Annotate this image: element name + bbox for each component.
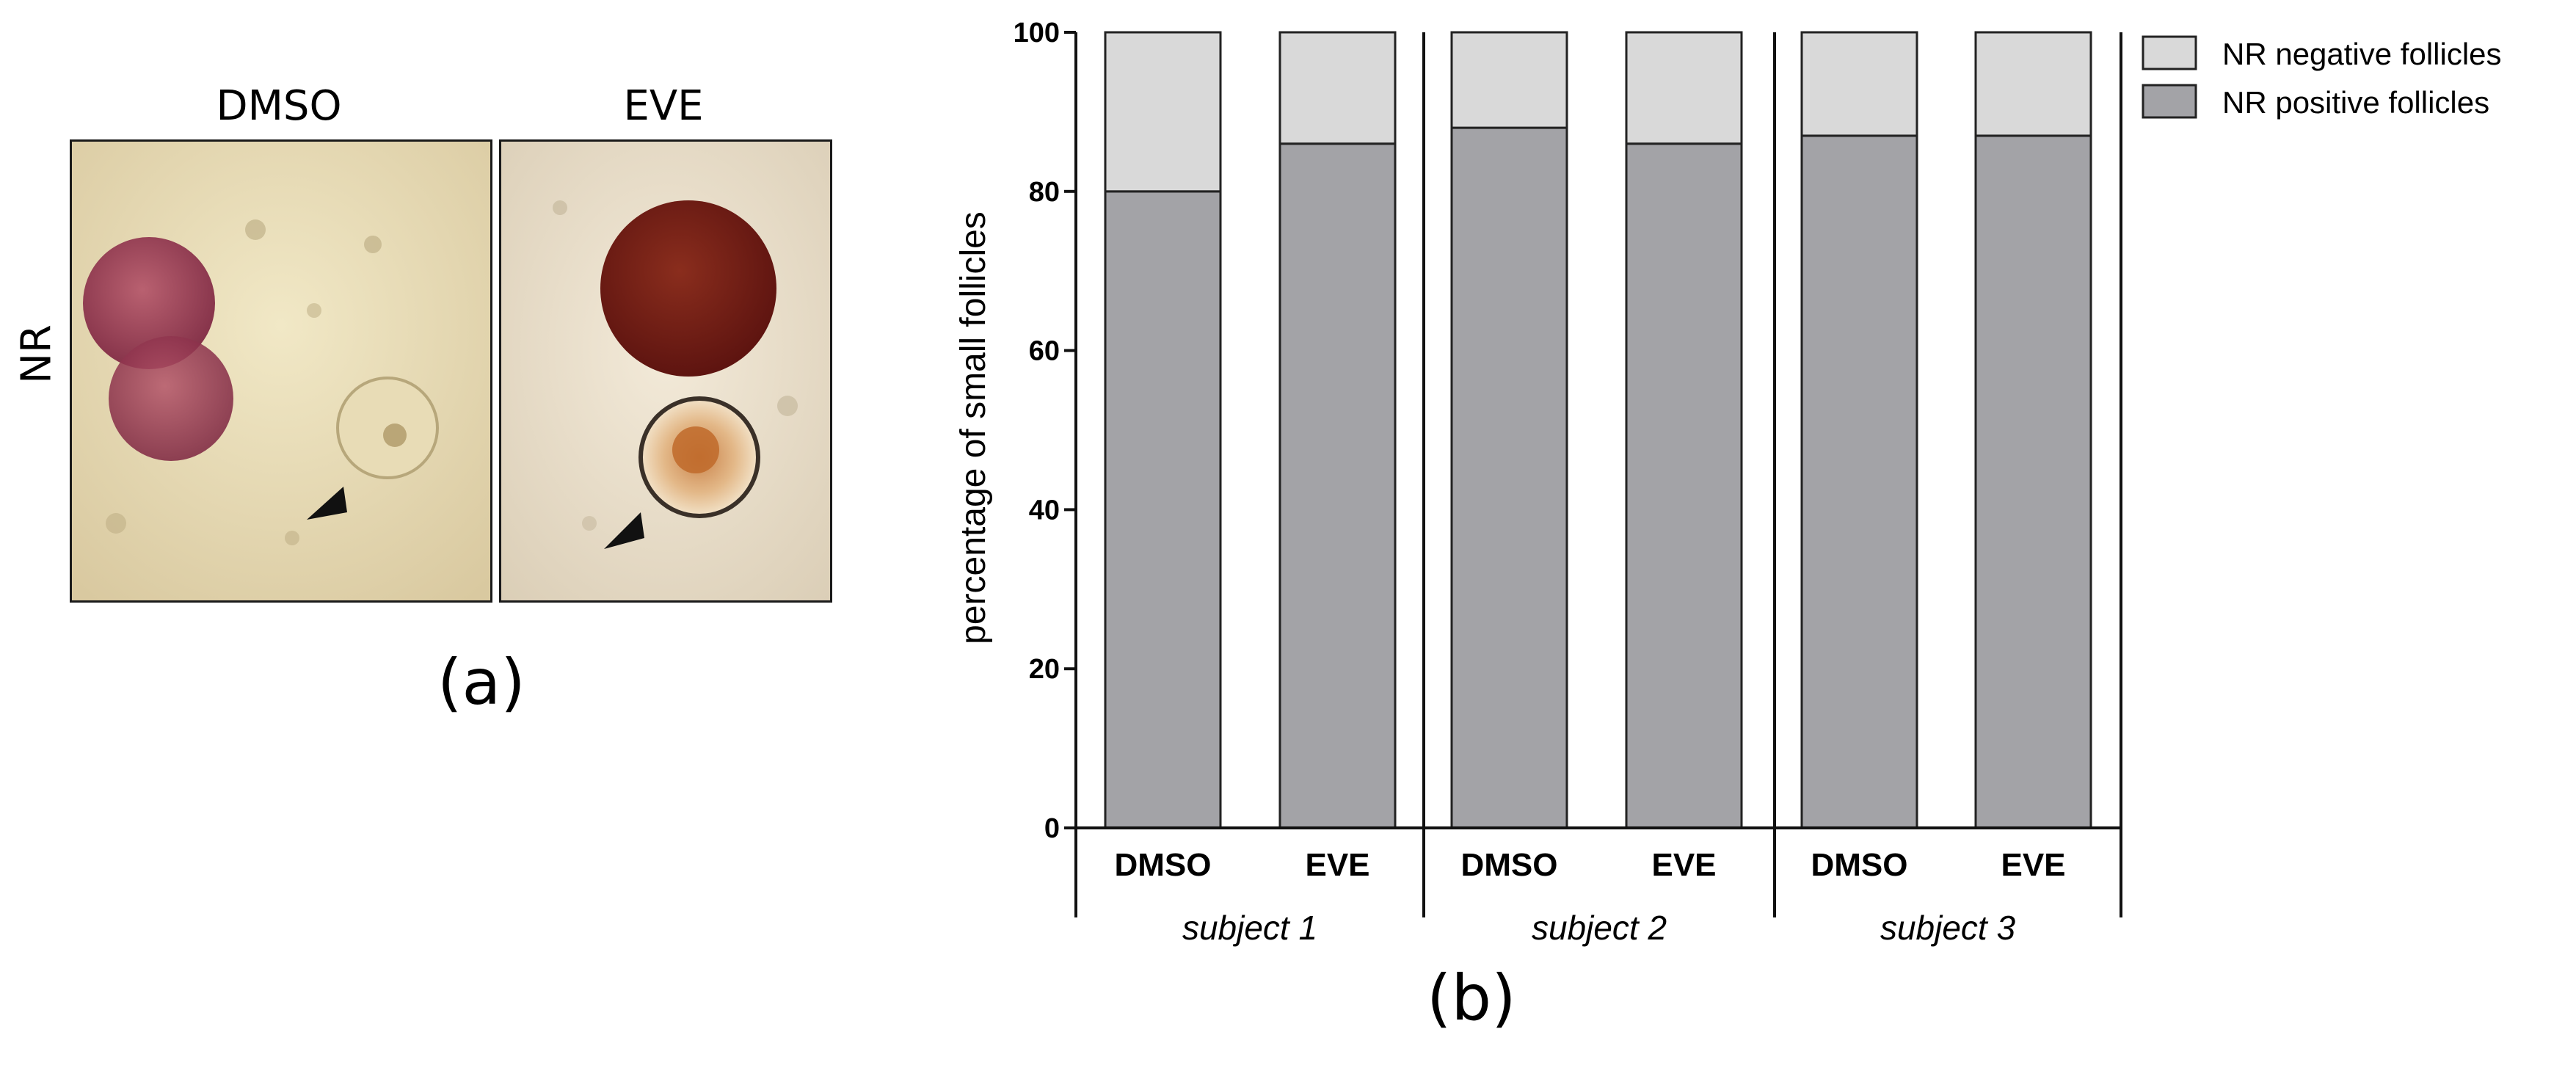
panel-label-b: (b) (1427, 962, 1516, 1035)
x-tick-label: EVE (1651, 847, 1716, 883)
y-tick-label: 0 (1044, 813, 1060, 844)
arrowhead-marker (604, 512, 644, 549)
group-label: subject 1 (1182, 909, 1317, 947)
legend-swatch (2142, 84, 2197, 119)
bar-nr-negative (1104, 31, 1222, 193)
bar-nr-negative (1450, 31, 1568, 129)
x-tick-label: EVE (2001, 847, 2065, 883)
bars (1104, 31, 2092, 829)
bar-nr-positive (1450, 126, 1568, 829)
y-axis: 0 20 40 60 80 100 (1014, 18, 1077, 844)
bar-nr-negative (1625, 31, 1743, 145)
bar-nr-negative (1278, 31, 1397, 145)
bar-nr-positive (1625, 142, 1743, 829)
bar-nr-positive (1104, 190, 1222, 829)
y-tick-label: 80 (1029, 177, 1060, 208)
image-title-dmso: DMSO (216, 82, 342, 130)
micrograph-dmso (70, 139, 492, 603)
y-tick-label: 60 (1029, 336, 1060, 367)
x-tick-label: DMSO (1461, 847, 1558, 883)
group-label: subject 2 (1532, 909, 1667, 947)
legend-label: NR positive follicles (2222, 85, 2489, 120)
arrowhead-marker (307, 487, 347, 520)
legend-swatch (2142, 35, 2197, 70)
panel-label-a: (a) (437, 646, 525, 719)
y-tick-label: 40 (1029, 495, 1060, 526)
bar-nr-positive (1974, 134, 2092, 829)
bar-nr-negative (1974, 31, 2092, 137)
legend: NR negative follicles NR positive follicl… (2142, 35, 2502, 120)
y-tick-label: 20 (1029, 654, 1060, 685)
bar-nr-positive (1278, 142, 1397, 829)
group-label: subject 3 (1880, 909, 2016, 947)
bar-nr-negative (1800, 31, 1918, 137)
legend-label: NR negative follicles (2222, 37, 2502, 71)
x-tick-label: DMSO (1115, 847, 1212, 883)
bar-nr-positive (1800, 134, 1918, 829)
x-axis: DMSO EVE DMSO EVE DMSO EVE subject 1 subject 2 s… (1074, 32, 2122, 947)
image-title-eve: EVE (623, 82, 704, 130)
y-axis-title: percentage of small follicles (954, 211, 993, 644)
micrograph-eve (499, 139, 832, 603)
y-tick-label: 100 (1014, 18, 1060, 48)
x-tick-label: EVE (1305, 847, 1369, 883)
x-tick-label: DMSO (1811, 847, 1908, 883)
